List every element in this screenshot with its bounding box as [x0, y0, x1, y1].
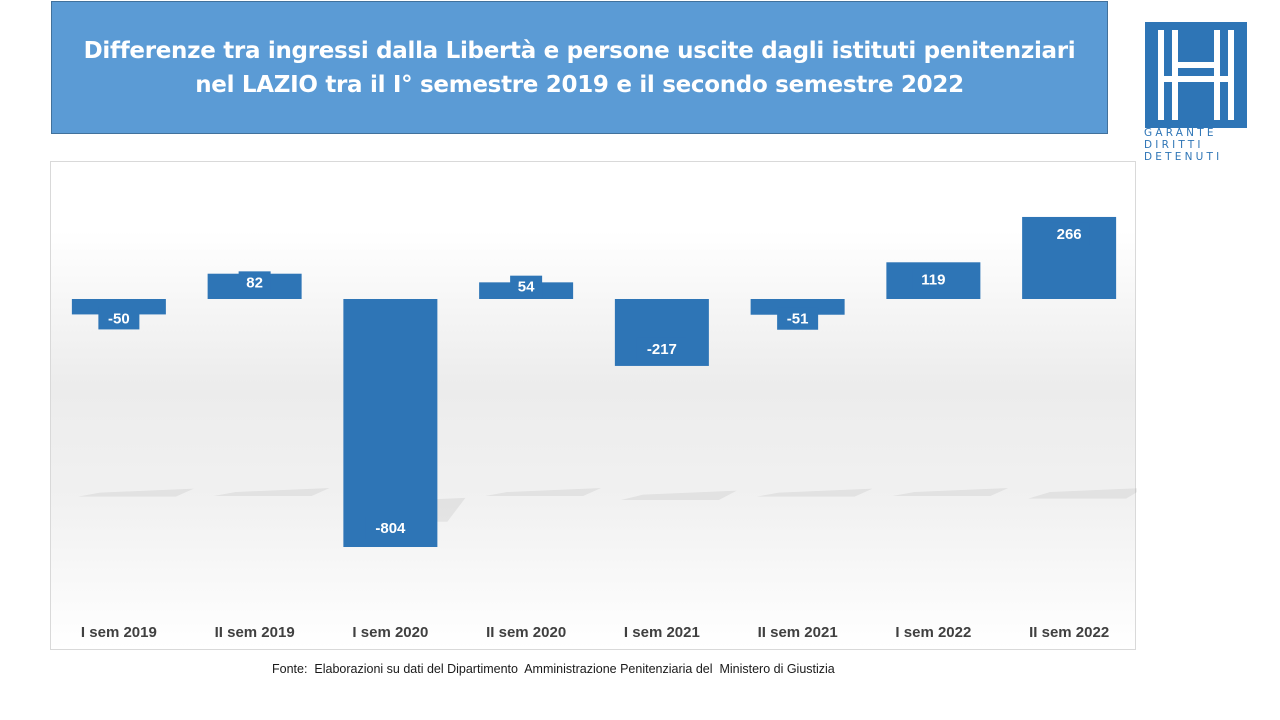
data-label-background — [636, 337, 687, 360]
data-label: -51 — [787, 311, 809, 328]
bar-shadow — [892, 488, 1009, 496]
bar — [71, 299, 166, 315]
bar — [750, 299, 845, 315]
logo-text-line-2: DIRITTI — [1144, 139, 1204, 151]
title-line-1: Differenze tra ingressi dalla Libertà e … — [83, 37, 1076, 64]
data-label: -217 — [647, 341, 677, 358]
x-tick-label: II sem 2021 — [758, 624, 838, 641]
bar-shadow — [620, 490, 737, 501]
data-label: -50 — [108, 310, 130, 327]
x-tick-label: II sem 2019 — [215, 624, 295, 641]
data-label-background — [510, 275, 543, 298]
data-label: 266 — [1057, 226, 1082, 243]
x-tick-label: II sem 2020 — [486, 624, 566, 641]
bar-chart: -50 I sem 2019 82 II sem 2019 -804 I sem 2020… — [71, 216, 1137, 641]
data-label-background — [98, 307, 140, 330]
bar — [343, 299, 438, 547]
chart-area: -50 I sem 2019 82 II sem 2019 -804 I sem 2020… — [50, 161, 1137, 650]
data-label-background — [777, 307, 819, 330]
data-label-background — [1048, 222, 1090, 245]
bar-shadow — [213, 488, 330, 496]
data-label-background — [238, 271, 271, 294]
bar-shadows — [77, 488, 1137, 522]
data-label: -804 — [375, 520, 406, 537]
x-tick-label: I sem 2019 — [81, 624, 157, 641]
data-label-background — [365, 517, 416, 539]
bar-shadow — [77, 488, 194, 497]
x-tick-label: I sem 2020 — [352, 624, 428, 641]
x-tick-label: I sem 2021 — [624, 624, 700, 641]
x-tick-label: II sem 2022 — [1029, 624, 1109, 641]
x-tick-label: I sem 2022 — [895, 624, 971, 641]
garante-logo-icon — [1145, 22, 1247, 128]
data-label: 119 — [921, 271, 945, 288]
bar-shadow — [756, 488, 873, 497]
title-line-2: nel LAZIO tra il I° semestre 2019 e il s… — [195, 71, 964, 98]
data-label-background — [912, 268, 954, 291]
title-banner: Differenze tra ingressi dalla Libertà e … — [51, 1, 1108, 134]
bar-shadow — [1028, 488, 1137, 499]
logo-text-line-3: DETENUTI — [1144, 151, 1223, 163]
logo-text-line-1: GARANTE — [1144, 127, 1217, 139]
data-label: 82 — [246, 274, 263, 291]
data-label: 54 — [518, 279, 535, 296]
bar-shadow — [485, 488, 602, 496]
source-note: Fonte: Elaborazioni su dati del Dipartim… — [272, 662, 835, 676]
